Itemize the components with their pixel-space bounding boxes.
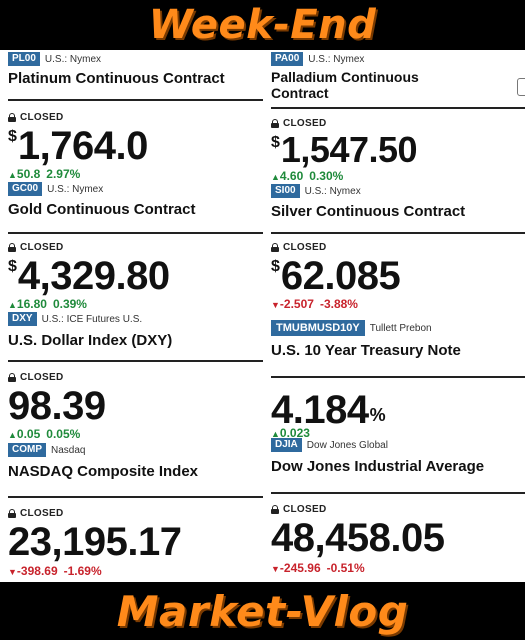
price: $4,329.80 xyxy=(8,254,170,298)
exchange-label: Tullett Prebon xyxy=(369,322,432,334)
left-quote-4: CLOSED 23,195.17 ▼-398.69 -1.69% xyxy=(8,508,263,578)
market-status: CLOSED xyxy=(8,508,263,519)
right-quote-2: CLOSED $62.085 ▼-2.507 -3.88% TMUBMUSD10… xyxy=(271,242,525,360)
ticker-tag[interactable]: TMUBMUSD10Y xyxy=(271,320,365,336)
price: 4.184% xyxy=(271,388,386,432)
price-change: ▼-398.69 -1.69% xyxy=(8,564,102,578)
instrument-name[interactable]: NASDAQ Composite Index xyxy=(8,463,199,480)
banner-footer: Market-Vlog xyxy=(116,586,409,636)
divider xyxy=(8,496,263,498)
exchange-label: U.S.: Nymex xyxy=(304,185,361,197)
exchange-label: U.S.: Nymex xyxy=(308,53,365,65)
left-contract-platinum[interactable]: PL00 U.S.: Nymex Platinum Continuous Con… xyxy=(8,50,263,88)
divider xyxy=(8,99,263,101)
ticker-tag[interactable]: PA00 xyxy=(271,52,304,66)
bottom-banner: Market-Vlog xyxy=(0,582,525,640)
exchange-label: Nasdaq xyxy=(51,444,86,456)
price: $62.085 xyxy=(271,254,401,298)
market-status: CLOSED xyxy=(8,112,263,123)
left-quote-2: CLOSED $4,329.80 ▲16.80 0.39% DXY U.S.: … xyxy=(8,242,263,350)
divider xyxy=(8,360,263,362)
left-quote-1: CLOSED $1,764.0 ▲50.8 2.97% GC00 U.S.: N… xyxy=(8,112,263,219)
ticker-tag[interactable]: COMP xyxy=(8,443,46,457)
price-change: ▲0.023 xyxy=(271,426,310,440)
price-change: ▲50.8 2.97% xyxy=(8,167,81,181)
ticker-tag[interactable]: SI00 xyxy=(271,184,300,198)
market-status: CLOSED xyxy=(8,372,263,383)
banner-title: Week-End xyxy=(148,2,377,48)
exchange-label: Dow Jones Global xyxy=(306,439,388,451)
price: 48,458.05 xyxy=(271,516,445,560)
lock-icon xyxy=(8,243,16,252)
price: $1,764.0 xyxy=(8,124,148,168)
ticker-tag[interactable]: GC00 xyxy=(8,182,43,196)
ticker-tag[interactable]: PL00 xyxy=(8,52,40,66)
right-quote-1: CLOSED $1,547.50 ▲4.60 0.30% SI00 U.S.: … xyxy=(271,118,525,221)
divider xyxy=(271,107,525,109)
lock-icon xyxy=(271,243,279,252)
instrument-name[interactable]: U.S. Dollar Index (DXY) xyxy=(8,332,173,349)
right-quote-4: CLOSED 48,458.05 ▼-245.96 -0.51% xyxy=(271,504,525,575)
ticker-tag[interactable]: DXY xyxy=(8,312,37,326)
lock-icon xyxy=(8,509,16,518)
instrument-name[interactable]: Dow Jones Industrial Average xyxy=(271,458,485,475)
ticker-tag[interactable]: DJIA xyxy=(271,438,302,452)
divider xyxy=(271,492,525,494)
price-change: ▼-245.96 -0.51% xyxy=(271,561,365,575)
side-toggle-button[interactable] xyxy=(517,78,525,96)
price: 23,195.17 xyxy=(8,520,182,564)
lock-icon xyxy=(8,373,16,382)
exchange-label: U.S.: Nymex xyxy=(47,183,104,195)
instrument-name[interactable]: Palladium Continuous Contract xyxy=(271,69,419,101)
up-arrow-icon: ▲ xyxy=(271,429,280,439)
lock-icon xyxy=(271,119,279,128)
up-arrow-icon: ▲ xyxy=(8,300,17,310)
lock-icon xyxy=(271,505,279,514)
up-arrow-icon: ▲ xyxy=(8,170,17,180)
up-arrow-icon: ▲ xyxy=(271,172,280,182)
down-arrow-icon: ▼ xyxy=(271,564,280,574)
divider xyxy=(271,376,525,378)
instrument-name[interactable]: Silver Continuous Contract xyxy=(271,203,466,220)
exchange-label: U.S.: ICE Futures U.S. xyxy=(41,313,143,325)
divider xyxy=(8,232,263,234)
price-change: ▲16.80 0.39% xyxy=(8,297,87,311)
divider xyxy=(271,232,525,234)
left-quote-3: CLOSED 98.39 ▲0.05 0.05% COMP Nasdaq NAS… xyxy=(8,372,263,481)
right-quote-3: 4.184% ▲0.023 DJIA Dow Jones Global Dow … xyxy=(271,390,525,476)
market-status: CLOSED xyxy=(271,118,525,129)
right-contract-palladium[interactable]: PA00 U.S.: Nymex Palladium Continuous Co… xyxy=(271,50,525,101)
lock-icon xyxy=(8,113,16,122)
price: $1,547.50 xyxy=(271,129,418,170)
instrument-name[interactable]: Platinum Continuous Contract xyxy=(8,70,225,87)
market-status: CLOSED xyxy=(8,242,263,253)
top-banner: Week-End xyxy=(0,0,525,50)
price-change: ▼-2.507 -3.88% xyxy=(271,297,358,311)
exchange-label: U.S.: Nymex xyxy=(44,53,102,65)
market-panel: PL00 U.S.: Nymex Platinum Continuous Con… xyxy=(0,50,525,582)
price-change: ▲4.60 0.30% xyxy=(271,169,344,183)
instrument-name[interactable]: U.S. 10 Year Treasury Note xyxy=(271,342,461,359)
market-status: CLOSED xyxy=(271,242,525,253)
down-arrow-icon: ▼ xyxy=(8,567,17,577)
down-arrow-icon: ▼ xyxy=(271,300,280,310)
market-status: CLOSED xyxy=(271,504,525,515)
price-change: ▲0.05 0.05% xyxy=(8,427,81,441)
price: 98.39 xyxy=(8,384,106,428)
instrument-name[interactable]: Gold Continuous Contract xyxy=(8,201,196,218)
up-arrow-icon: ▲ xyxy=(8,430,17,440)
